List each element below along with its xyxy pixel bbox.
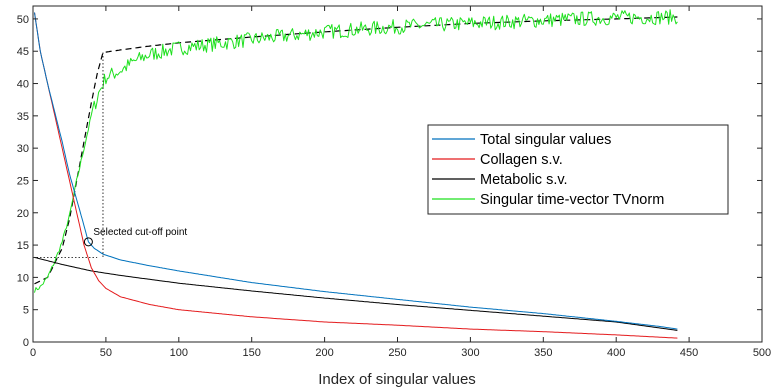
x-tick-label: 450 — [680, 347, 698, 359]
y-tick-label: 10 — [17, 272, 29, 284]
legend-label-metabolic-s-v: Metabolic s.v. — [480, 172, 568, 188]
legend-box — [427, 124, 729, 215]
x-tick-label: 150 — [243, 347, 261, 359]
x-tick-label: 200 — [315, 347, 333, 359]
x-tick-label: 100 — [170, 347, 188, 359]
series-line-collagen-s-v — [34, 12, 678, 339]
y-tick-label: 25 — [17, 175, 29, 187]
series-layer — [34, 9, 678, 339]
cutoff-marker — [83, 237, 93, 247]
legend-label-singular-time-vector-tvnorm: Singular time-vector TVnorm — [480, 192, 664, 208]
legend-label-collagen-s-v: Collagen s.v. — [480, 152, 563, 168]
x-tick-label: 50 — [100, 347, 112, 359]
y-tick-label: 40 — [17, 79, 29, 91]
x-tick-label: 250 — [388, 347, 406, 359]
y-tick-label: 15 — [17, 240, 29, 252]
y-tick-label: 50 — [17, 14, 29, 26]
x-tick-label: 400 — [607, 347, 625, 359]
y-tick-label: 0 — [23, 337, 29, 349]
x-axis-label: Index of singular values — [318, 371, 476, 388]
series-line-singular-time-vector-tvnorm — [34, 9, 678, 293]
y-tick-label: 5 — [23, 305, 29, 317]
legend: Total singular values Collagen s.v. Metabo… — [427, 124, 729, 215]
legend-label-total-singular-values: Total singular values — [480, 132, 611, 148]
y-tick-label: 45 — [17, 46, 29, 58]
x-tick-label: 350 — [534, 347, 552, 359]
series-line-metabolic-s-v — [34, 256, 678, 331]
axis-layer: 0 50 100 150 200 250 300 350 400 450 500 0 5 10 15 20 25… — [17, 6, 771, 359]
series-line-total-singular-values — [34, 12, 678, 330]
y-tick-label: 30 — [17, 143, 29, 155]
cutoff-annotation-label: Selected cut-off point — [93, 227, 187, 238]
x-tick-label: 0 — [30, 347, 36, 359]
y-tick-label: 35 — [17, 111, 29, 123]
y-tick-label: 20 — [17, 208, 29, 220]
x-tick-label: 300 — [461, 347, 479, 359]
x-tick-label: 500 — [753, 347, 771, 359]
annotation-layer: Selected cut-off point — [33, 52, 187, 258]
